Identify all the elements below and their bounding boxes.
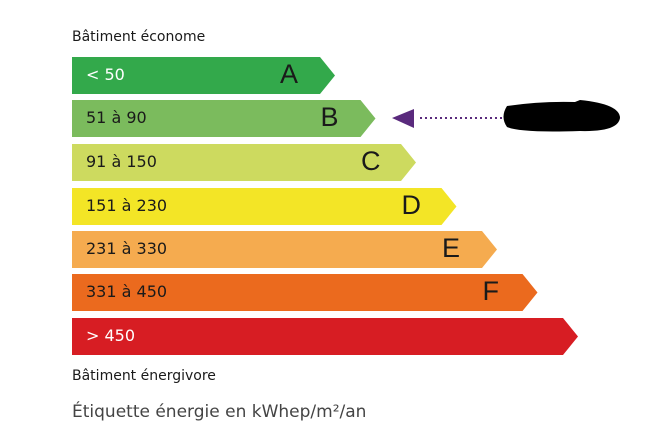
indicator-arrow-icon <box>392 109 414 128</box>
bar-range: 331 à 450 <box>86 282 168 301</box>
bar-shape <box>72 188 457 225</box>
bar-letter: B <box>320 102 339 132</box>
bar-shape <box>72 57 335 94</box>
bar-letter: C <box>361 146 381 176</box>
energy-class-bar: 331 à 450 F <box>72 274 538 311</box>
redacted-value <box>503 100 620 132</box>
bar-range: 51 à 90 <box>86 108 147 127</box>
bar-range: < 50 <box>86 65 125 84</box>
bottom-label: Bâtiment énergivore <box>72 368 216 384</box>
energy-class-bar: < 50 A <box>72 57 335 94</box>
bar-shape <box>72 144 416 181</box>
energy-class-bar: > 450 <box>72 318 578 355</box>
energy-class-bar: 231 à 330 E <box>72 231 497 268</box>
bar-letter: E <box>442 233 461 263</box>
bar-letter: F <box>482 276 500 306</box>
bar-range: 231 à 330 <box>86 239 168 258</box>
bar-shape <box>72 100 376 137</box>
energy-class-bar: 151 à 230 D <box>72 188 457 225</box>
top-label: Bâtiment économe <box>72 29 206 45</box>
bar-letter: A <box>280 59 299 89</box>
bar-range: > 450 <box>86 326 136 345</box>
caption: Étiquette énergie en kWhep/m²/an <box>72 402 367 422</box>
energy-class-bar: 51 à 90 B <box>72 100 376 137</box>
bar-letter: D <box>401 190 422 220</box>
bar-shape <box>72 231 497 268</box>
bar-range: 151 à 230 <box>86 196 168 215</box>
bar-shape <box>72 274 538 311</box>
bar-range: 91 à 150 <box>86 152 157 171</box>
bar-shape <box>72 318 578 355</box>
energy-class-bar: 91 à 150 C <box>72 144 416 181</box>
